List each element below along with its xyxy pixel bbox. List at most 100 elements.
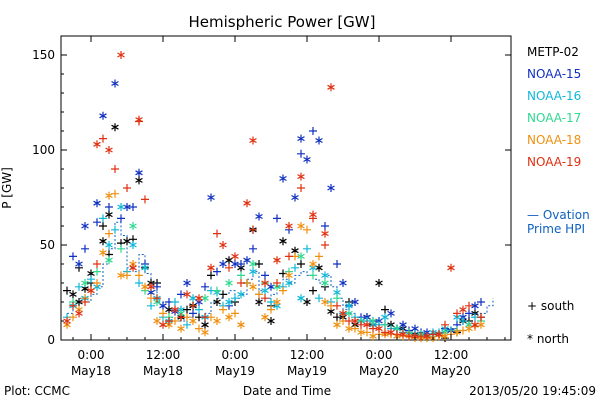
noaa-15-north-point xyxy=(351,298,359,306)
noaa-16-south-point xyxy=(99,214,107,223)
noaa-16-north-point xyxy=(105,241,113,249)
x-tick-time: 0:00 xyxy=(78,348,105,362)
noaa-17-south-point xyxy=(309,271,317,280)
noaa-19-north-point xyxy=(327,83,335,92)
noaa-17-north-point xyxy=(129,222,137,230)
noaa-19-north-point xyxy=(117,51,125,59)
x-tick-time: 12:00 xyxy=(290,348,325,362)
noaa-19-south-point xyxy=(453,309,461,318)
noaa-18-north-point xyxy=(369,332,377,341)
noaa-19-north-point xyxy=(171,305,179,314)
metp-02-south-point xyxy=(99,222,107,230)
noaa-15-north-point xyxy=(267,282,275,291)
metp-02-north-point xyxy=(375,279,383,287)
noaa-16-north-point xyxy=(129,241,137,249)
legend-ovation-1: — Ovation xyxy=(527,208,590,222)
noaa-19-south-point xyxy=(189,301,197,310)
noaa-18-south-point xyxy=(159,309,167,318)
noaa-15-north-point xyxy=(75,260,83,268)
noaa-19-north-point xyxy=(375,324,383,333)
legend-ovation-2: Prime HPI xyxy=(527,222,585,236)
noaa-16-north-point xyxy=(117,203,125,211)
noaa-15-north-point xyxy=(327,184,335,192)
noaa-17-north-point xyxy=(225,279,233,287)
noaa-19-north-point xyxy=(339,309,347,318)
noaa-17-south-point xyxy=(237,271,245,280)
metp-02-north-point xyxy=(75,298,83,306)
noaa-17-south-point xyxy=(381,320,389,329)
legend-series-5: NOAA-19 xyxy=(527,155,581,169)
noaa-19-north-point xyxy=(105,146,113,154)
noaa-18-north-point xyxy=(201,328,209,337)
metp-02-south-point xyxy=(297,260,305,268)
noaa-19-south-point xyxy=(213,229,221,238)
footer-left: Plot: CCMC xyxy=(4,384,70,398)
noaa-18-south-point xyxy=(267,305,275,314)
noaa-17-north-point xyxy=(321,279,329,287)
noaa-19-north-point xyxy=(321,229,329,238)
noaa-15-north-point xyxy=(315,136,323,145)
noaa-18-north-point xyxy=(309,260,317,268)
noaa-19-south-point xyxy=(357,320,365,329)
noaa-16-north-point xyxy=(285,279,293,287)
metp-02-north-point xyxy=(69,290,77,299)
noaa-15-north-point xyxy=(207,193,215,202)
noaa-18-south-point xyxy=(93,279,101,287)
noaa-17-north-point xyxy=(369,317,377,325)
noaa-18-north-point xyxy=(141,282,149,291)
y-tick-label: 100 xyxy=(32,143,55,157)
metp-02-north-point xyxy=(105,210,113,219)
metp-02-south-point xyxy=(183,305,191,314)
metp-02-north-point xyxy=(123,237,131,246)
metp-02-south-point xyxy=(63,286,71,295)
noaa-18-south-point xyxy=(363,328,371,337)
noaa-19-north-point xyxy=(63,317,71,325)
legend-series-2: NOAA-16 xyxy=(527,89,581,103)
noaa-19-north-point xyxy=(423,332,431,341)
noaa-19-south-point xyxy=(369,324,377,333)
noaa-19-south-point xyxy=(237,279,245,287)
noaa-16-north-point xyxy=(249,267,257,276)
x-tick-date: May20 xyxy=(431,364,471,378)
x-tick-time: 0:00 xyxy=(222,348,249,362)
noaa-19-north-point xyxy=(147,282,155,291)
noaa-18-north-point xyxy=(213,317,221,325)
metp-02-south-point xyxy=(333,313,341,322)
noaa-19-north-point xyxy=(195,294,203,303)
noaa-16-south-point xyxy=(303,244,311,253)
noaa-15-south-point xyxy=(201,282,209,291)
noaa-19-south-point xyxy=(249,225,257,234)
noaa-15-north-point xyxy=(111,79,119,88)
noaa-19-south-point xyxy=(99,134,107,143)
metp-02-north-point xyxy=(255,298,263,306)
noaa-19-south-point xyxy=(417,332,425,341)
noaa-15-south-point xyxy=(261,271,269,280)
noaa-19-north-point xyxy=(207,263,215,272)
metp-02-south-point xyxy=(255,260,263,268)
noaa-18-north-point xyxy=(477,320,485,329)
footer-right: 2013/05/20 19:45:09 xyxy=(469,384,596,398)
noaa-19-south-point xyxy=(285,252,293,261)
x-tick-date: May18 xyxy=(71,364,111,378)
chart-title: Hemispheric Power [GW] xyxy=(189,13,376,31)
noaa-16-south-point xyxy=(267,298,275,306)
noaa-17-north-point xyxy=(345,309,353,318)
noaa-15-north-point xyxy=(135,168,143,177)
noaa-19-north-point xyxy=(159,320,167,329)
noaa-18-south-point xyxy=(351,324,359,333)
noaa-18-south-point xyxy=(231,309,239,318)
noaa-19-south-point xyxy=(141,195,149,204)
noaa-15-north-point xyxy=(255,212,263,221)
data-marks xyxy=(63,51,485,343)
noaa-15-south-point xyxy=(309,127,317,135)
noaa-19-north-point xyxy=(471,320,479,329)
legend-series-1: NOAA-15 xyxy=(527,67,581,81)
noaa-15-south-point xyxy=(105,203,113,211)
noaa-19-south-point xyxy=(123,184,131,192)
noaa-19-south-point xyxy=(111,165,119,173)
noaa-19-north-point xyxy=(243,199,251,208)
noaa-18-north-point xyxy=(273,298,281,306)
noaa-19-south-point xyxy=(261,294,269,303)
noaa-15-south-point xyxy=(477,298,485,306)
